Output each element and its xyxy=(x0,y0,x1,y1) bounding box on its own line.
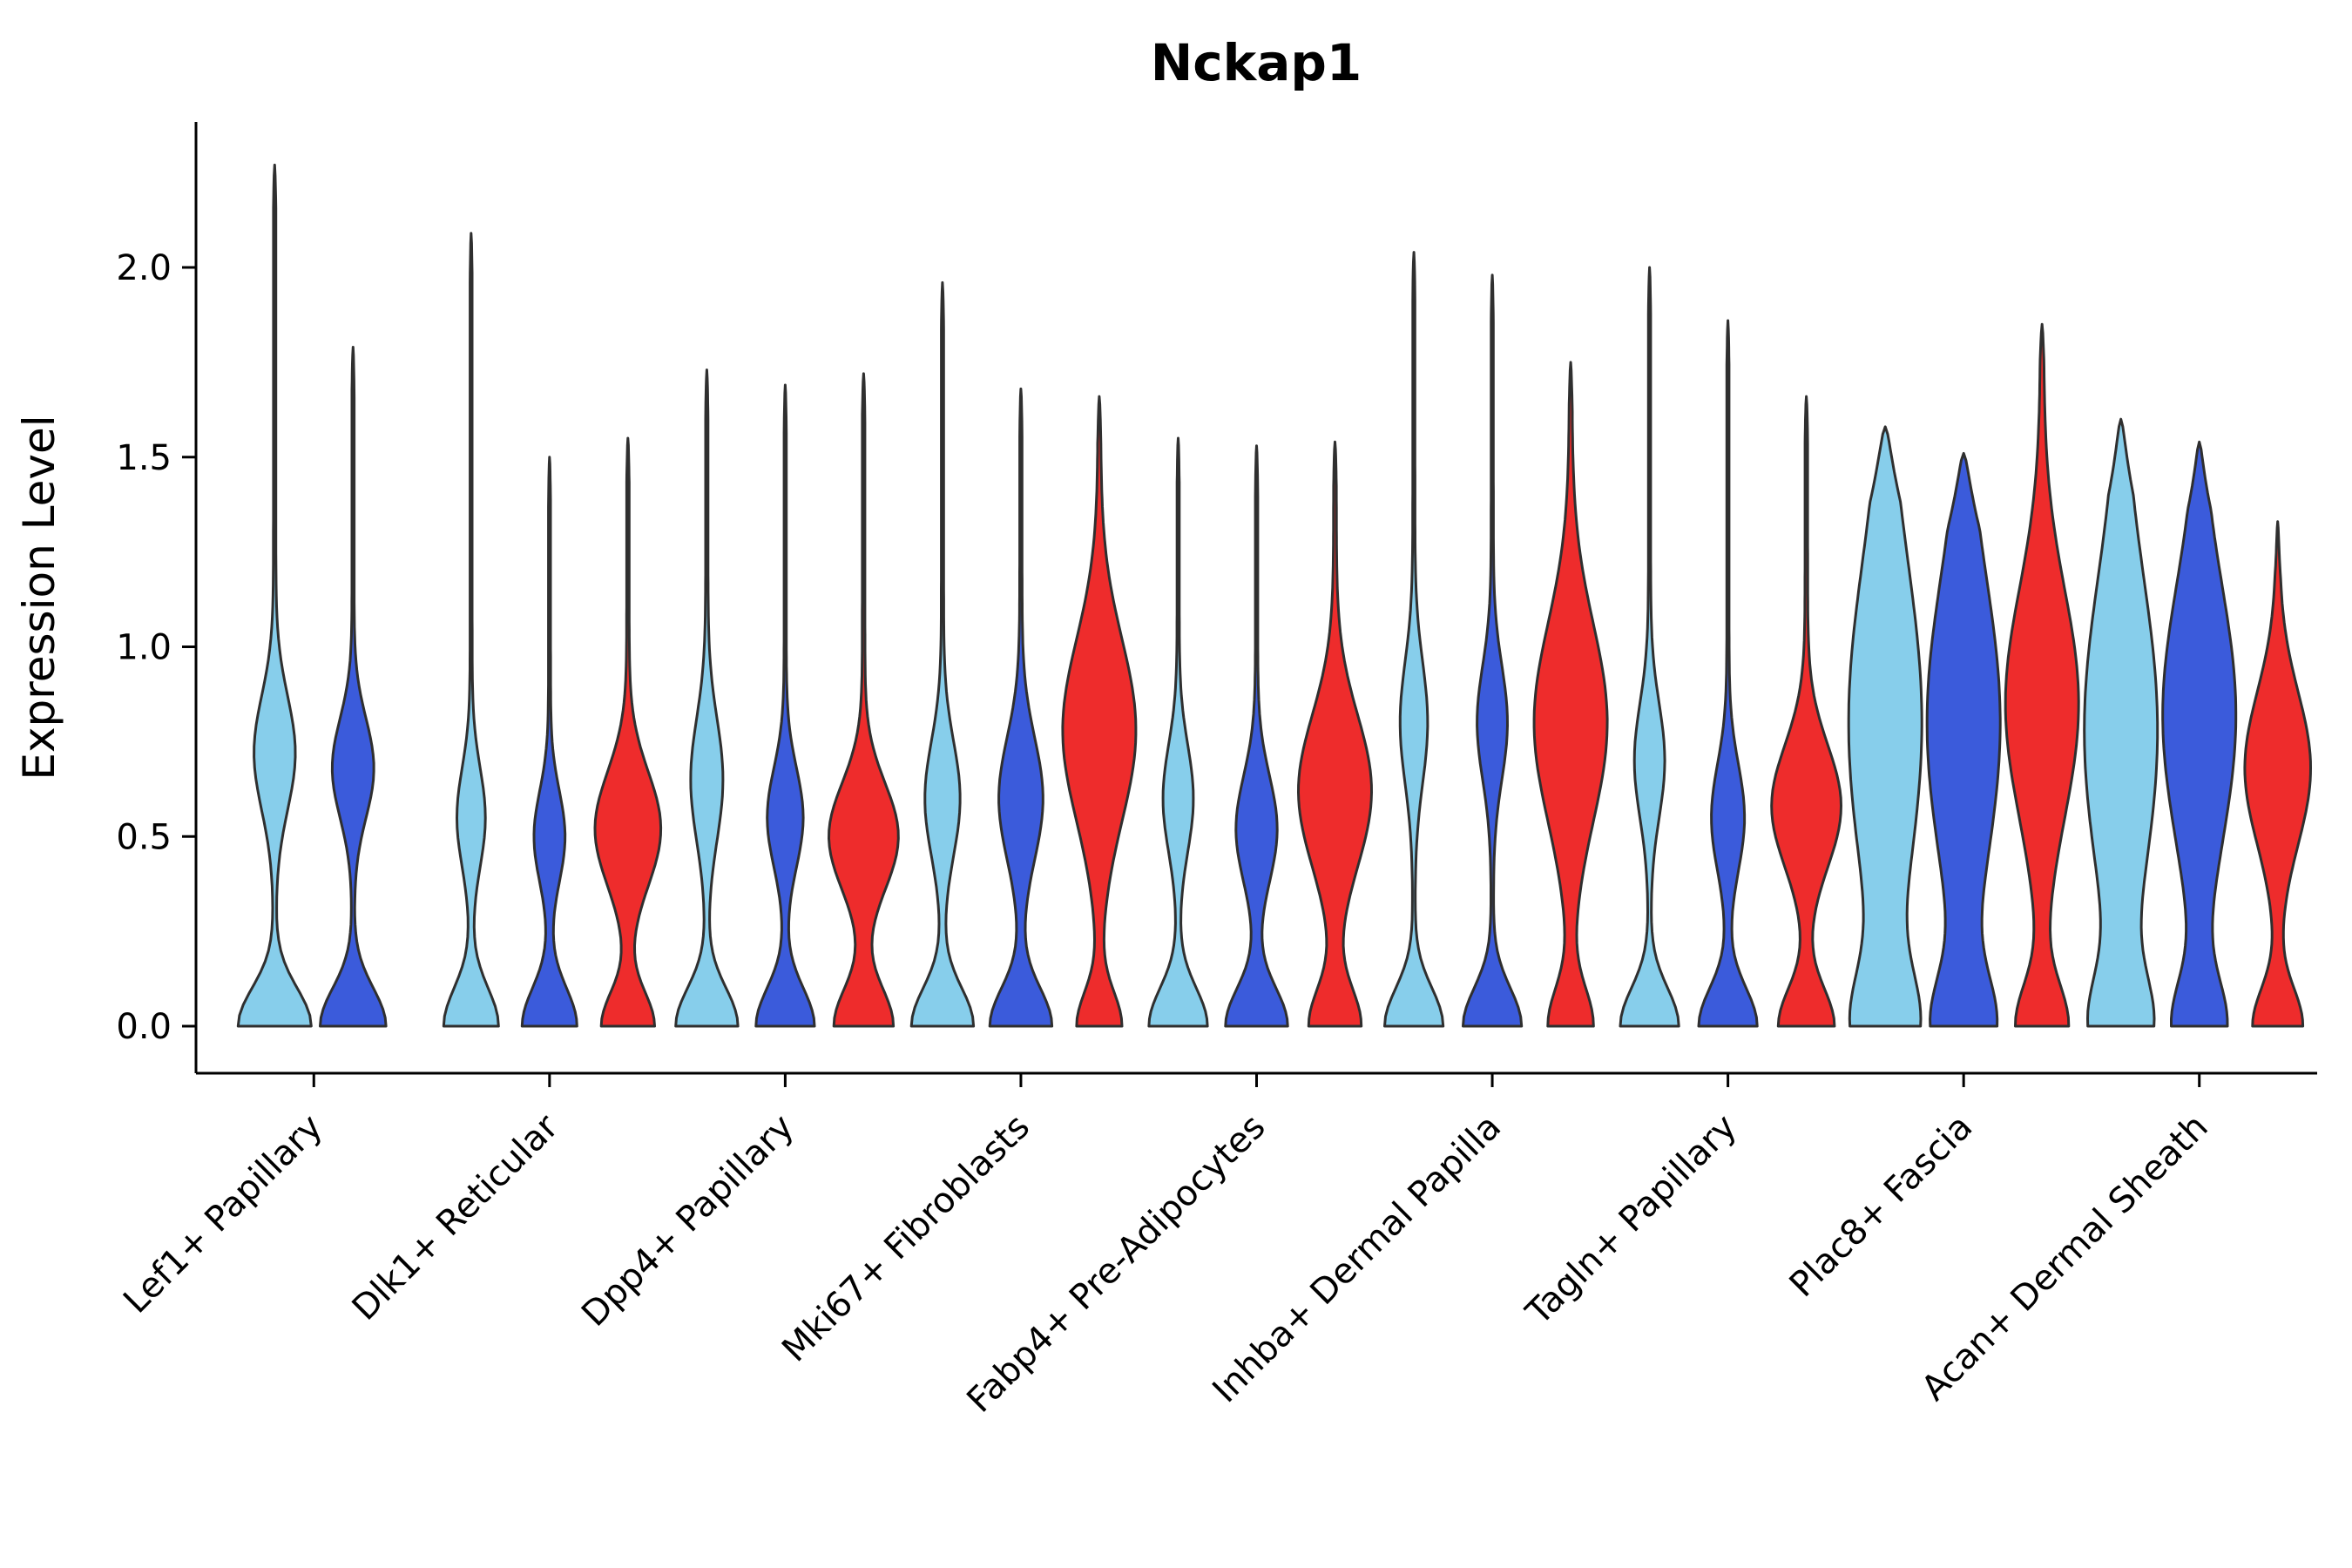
violin-fabp4-pre-adipocytes-red xyxy=(1297,440,1373,1028)
violin-mki67-fibroblasts-red xyxy=(1061,395,1138,1028)
violin-acan-dermal-sheath-royalblue xyxy=(2161,440,2238,1028)
violin-dlk1-reticular-red xyxy=(593,436,663,1028)
violin-dpp4-papillary-royalblue xyxy=(754,383,816,1028)
y-tick-label: 0.5 xyxy=(116,817,172,857)
violin-inhba-dermal-papilla-royalblue xyxy=(1462,274,1524,1028)
y-tick-label: 0.0 xyxy=(116,1007,172,1047)
violin-plac8-fascia-red xyxy=(2004,322,2080,1028)
violin-inhba-dermal-papilla-skyblue xyxy=(1383,251,1445,1028)
violin-plac8-fascia-royalblue xyxy=(1925,451,2002,1028)
y-ticks-layer: 0.0 0.5 1.0 1.5 2.0 xyxy=(116,248,196,1047)
y-tick-label: 2.0 xyxy=(116,248,172,288)
violin-fabp4-pre-adipocytes-skyblue xyxy=(1147,436,1209,1028)
violin-dpp4-papillary-red xyxy=(828,372,900,1028)
y-axis-label: Expression Level xyxy=(14,415,64,780)
violin-dpp4-papillary-skyblue xyxy=(674,368,740,1028)
violin-mki67-fibroblasts-skyblue xyxy=(909,280,976,1028)
violin-dlk1-reticular-skyblue xyxy=(442,232,500,1028)
violin-dlk1-reticular-royalblue xyxy=(520,456,578,1028)
violin-lef1-papillary-royalblue xyxy=(319,346,388,1028)
y-tick-label: 1.5 xyxy=(116,438,172,478)
chart-title: Nckap1 xyxy=(1151,33,1362,92)
violin-tagln-papillary-red xyxy=(1770,395,1842,1028)
violin-lef1-papillary-skyblue xyxy=(236,163,313,1028)
violin-acan-dermal-sheath-red xyxy=(2243,520,2312,1028)
violin-tagln-papillary-skyblue xyxy=(1619,266,1680,1028)
violin-acan-dermal-sheath-skyblue xyxy=(2083,417,2159,1028)
violin-mki67-fibroblasts-royalblue xyxy=(988,387,1054,1028)
y-tick-label: 1.0 xyxy=(116,628,172,668)
violin-plac8-fascia-skyblue xyxy=(1847,425,1923,1028)
violin-tagln-papillary-royalblue xyxy=(1697,319,1759,1028)
violins-layer xyxy=(236,163,2312,1028)
violin-inhba-dermal-papilla-red xyxy=(1532,361,1609,1028)
violin-fabp4-pre-adipocytes-royalblue xyxy=(1224,444,1289,1028)
